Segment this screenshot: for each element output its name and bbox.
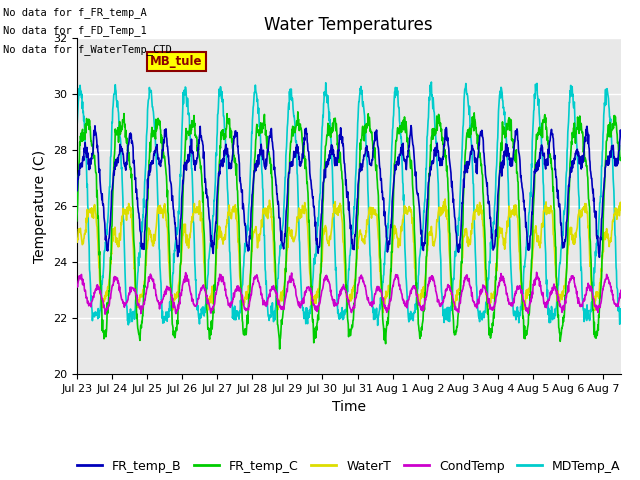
Text: No data for f_FD_Temp_1: No data for f_FD_Temp_1: [3, 25, 147, 36]
Text: MB_tule: MB_tule: [150, 55, 203, 68]
Legend: FR_temp_B, FR_temp_C, WaterT, CondTemp, MDTemp_A: FR_temp_B, FR_temp_C, WaterT, CondTemp, …: [72, 455, 625, 478]
Text: No data for f_FR_temp_A: No data for f_FR_temp_A: [3, 7, 147, 18]
Title: Water Temperatures: Water Temperatures: [264, 16, 433, 34]
Text: No data for f_WaterTemp_CTD: No data for f_WaterTemp_CTD: [3, 44, 172, 55]
Y-axis label: Temperature (C): Temperature (C): [33, 150, 47, 263]
X-axis label: Time: Time: [332, 400, 366, 414]
